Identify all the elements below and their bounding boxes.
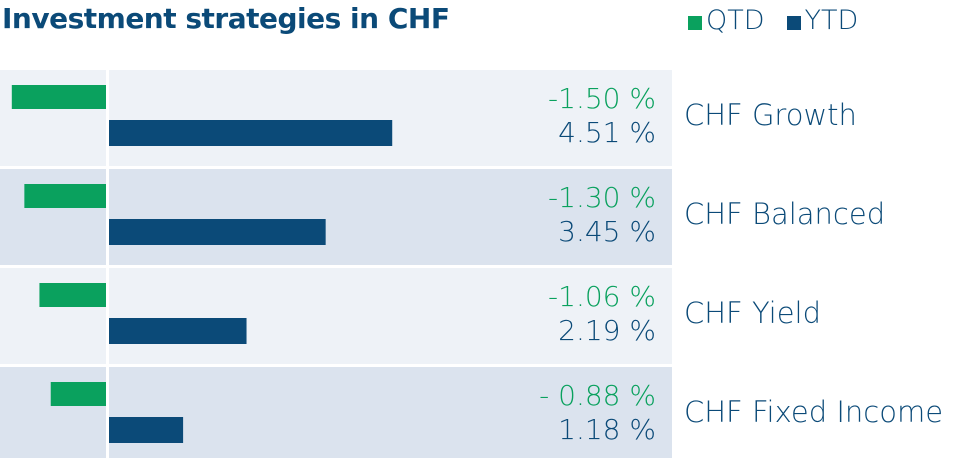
legend-label-qtd: QTD — [706, 4, 765, 36]
ytd-value-label: 1.18 % — [558, 413, 656, 446]
row-background — [0, 70, 672, 166]
legend-swatch-ytd — [786, 16, 801, 30]
ytd-value-label: 2.19 % — [558, 314, 656, 347]
legend-item-ytd: YTD — [786, 4, 859, 36]
ytd-value-label: 4.51 % — [558, 116, 656, 149]
qtd-value-label: -1.30 % — [548, 181, 656, 214]
ytd-bar — [109, 318, 247, 344]
chart-legend: QTD YTD — [688, 2, 858, 38]
ytd-bar — [109, 120, 393, 146]
qtd-value-label: -1.50 % — [548, 82, 656, 115]
zero-axis-line — [106, 70, 109, 458]
category-label: CHF Growth — [684, 98, 857, 132]
chart-title: Investment strategies in CHF — [2, 2, 450, 35]
qtd-value-label: -1.06 % — [548, 280, 656, 313]
category-label: CHF Fixed Income — [684, 395, 943, 429]
row-background — [0, 268, 672, 364]
qtd-bar — [50, 382, 106, 406]
qtd-bar — [39, 283, 106, 307]
category-label: CHF Yield — [684, 296, 821, 330]
qtd-bar — [11, 85, 106, 109]
legend-item-qtd: QTD — [688, 5, 765, 36]
category-label: CHF Balanced — [684, 197, 885, 231]
qtd-bar — [24, 184, 106, 208]
legend-swatch-qtd — [688, 16, 702, 30]
legend-label-ytd: YTD — [804, 4, 859, 36]
ytd-bar — [109, 219, 326, 245]
row-background — [0, 169, 672, 265]
ytd-bar — [109, 417, 184, 443]
ytd-value-label: 3.45 % — [558, 215, 656, 248]
qtd-value-label: - 0.88 % — [539, 379, 656, 412]
